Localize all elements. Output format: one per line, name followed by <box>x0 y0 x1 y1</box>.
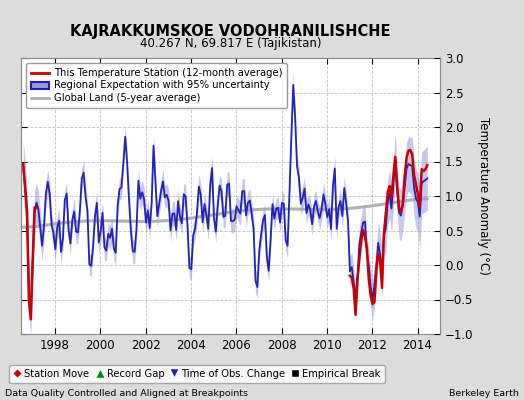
Text: Berkeley Earth: Berkeley Earth <box>449 389 519 398</box>
Text: Data Quality Controlled and Aligned at Breakpoints: Data Quality Controlled and Aligned at B… <box>5 389 248 398</box>
Title: KAJRAKKUMSKOE VODOHRANILISHCHE: KAJRAKKUMSKOE VODOHRANILISHCHE <box>70 24 391 39</box>
Text: 40.267 N, 69.817 E (Tajikistan): 40.267 N, 69.817 E (Tajikistan) <box>140 37 321 50</box>
Legend: Station Move, Record Gap, Time of Obs. Change, Empirical Break: Station Move, Record Gap, Time of Obs. C… <box>9 365 385 383</box>
Y-axis label: Temperature Anomaly (°C): Temperature Anomaly (°C) <box>477 117 490 275</box>
